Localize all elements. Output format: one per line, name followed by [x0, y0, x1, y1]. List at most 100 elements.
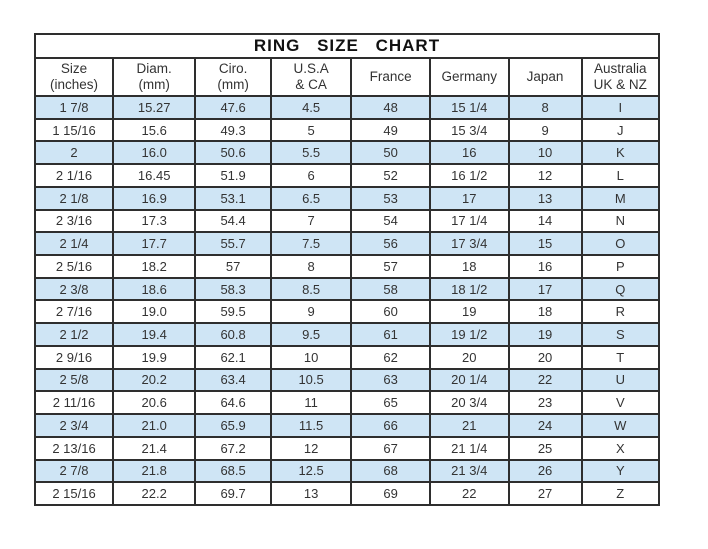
table-cell: 20 3/4	[428, 390, 510, 416]
table-cell: 17	[428, 185, 510, 211]
table-cell: 16	[428, 140, 510, 166]
table-cell: 7	[269, 208, 353, 234]
column-header-japan: Japan	[507, 57, 583, 97]
table-cell: X	[580, 435, 661, 461]
table-cell: 17.7	[111, 231, 197, 257]
table-cell: 12.5	[269, 458, 353, 484]
table-cell: 15.6	[111, 117, 197, 143]
table-cell: 67	[350, 435, 431, 461]
table-cell: 2 5/16	[34, 254, 114, 279]
table-row: 2 3/16 17.3 54.4 7 54 17 1/4 14 N	[34, 208, 661, 234]
table-cell: 52	[350, 163, 431, 188]
table-cell: 2 15/16	[34, 481, 114, 506]
table-cell: 9	[507, 117, 583, 143]
table-cell: 53.1	[194, 185, 272, 211]
table-cell: 20	[428, 344, 510, 370]
table-cell: 17 3/4	[428, 231, 510, 257]
table-row: 1 15/16 15.6 49.3 5 49 15 3/4 9 J	[34, 117, 661, 143]
table-cell: 60.8	[194, 322, 272, 347]
column-label: Ciro.	[218, 60, 248, 76]
table-cell: 58.3	[194, 276, 272, 302]
column-header-diam-mm: Diam. (mm)	[111, 57, 197, 97]
column-label: France	[369, 68, 412, 84]
table-cell: 8	[507, 95, 583, 120]
table-cell: 6	[269, 163, 353, 188]
column-header-france: France	[350, 57, 431, 97]
table-cell: 65	[350, 390, 431, 416]
column-label: Germany	[441, 68, 498, 84]
table-cell: 62.1	[194, 344, 272, 370]
column-header-usa-ca: U.S.A & CA	[269, 57, 353, 97]
table-cell: 20.6	[111, 390, 197, 416]
column-sublabel: & CA	[295, 77, 327, 92]
column-header-australia-uk-nz: Australia UK & NZ	[580, 57, 661, 97]
table-cell: 18 1/2	[428, 276, 510, 302]
table-cell: 21 3/4	[428, 458, 510, 484]
table-cell: 13	[507, 185, 583, 211]
table-cell: 68.5	[194, 458, 272, 484]
table-cell: 21.0	[111, 413, 197, 438]
table-cell: 69	[350, 481, 431, 506]
table-cell: 12	[269, 435, 353, 461]
table-row: 2 11/16 20.6 64.6 11 65 20 3/4 23 V	[34, 390, 661, 416]
table-cell: 61	[350, 322, 431, 347]
table-cell: 2 3/8	[34, 276, 114, 302]
table-cell: 2 1/8	[34, 185, 114, 211]
table-cell: 17.3	[111, 208, 197, 234]
table-cell: 2 7/8	[34, 458, 114, 484]
table-cell: 59.5	[194, 299, 272, 325]
table-cell: 57	[194, 254, 272, 279]
table-cell: 6.5	[269, 185, 353, 211]
table-row: 2 7/8 21.8 68.5 12.5 68 21 3/4 26 Y	[34, 458, 661, 484]
table-row: 1 7/8 15.27 47.6 4.5 48 15 1/4 8 I	[34, 95, 661, 120]
table-cell: 8.5	[269, 276, 353, 302]
table-cell: 58	[350, 276, 431, 302]
table-row: 2 1/8 16.9 53.1 6.5 53 17 13 M	[34, 185, 661, 211]
table-row: 2 7/16 19.0 59.5 9 60 19 18 R	[34, 299, 661, 325]
table-cell: 20 1/4	[428, 367, 510, 393]
table-cell: 19	[507, 322, 583, 347]
table-cell: 19	[428, 299, 510, 325]
table-row: 2 13/16 21.4 67.2 12 67 21 1/4 25 X	[34, 435, 661, 461]
table-cell: S	[580, 322, 661, 347]
table-row: 2 15/16 22.2 69.7 13 69 22 27 Z	[34, 481, 661, 506]
table-cell: 25	[507, 435, 583, 461]
table-cell: 17 1/4	[428, 208, 510, 234]
table-cell: 65.9	[194, 413, 272, 438]
table-cell: U	[580, 367, 661, 393]
column-sublabel: (mm)	[138, 77, 170, 92]
table-cell: 18.2	[111, 254, 197, 279]
column-label: U.S.A	[293, 60, 329, 76]
table-cell: 2 7/16	[34, 299, 114, 325]
table-cell: 69.7	[194, 481, 272, 506]
table-cell: 22	[507, 367, 583, 393]
table-cell: 8	[269, 254, 353, 279]
ring-size-chart-table: RING SIZE CHART Size (inches) Diam. (mm)…	[34, 33, 661, 506]
table-cell: 18	[507, 299, 583, 325]
column-sublabel: (mm)	[217, 77, 249, 92]
table-cell: 4.5	[269, 95, 353, 120]
table-cell: 16	[507, 254, 583, 279]
table-row: 2 3/4 21.0 65.9 11.5 66 21 24 W	[34, 413, 661, 438]
column-sublabel: UK & NZ	[593, 77, 647, 92]
table-cell: 10	[507, 140, 583, 166]
table-cell: 2 5/8	[34, 367, 114, 393]
table-row: 2 5/16 18.2 57 8 57 18 16 P	[34, 254, 661, 279]
table-cell: 5.5	[269, 140, 353, 166]
table-cell: O	[580, 231, 661, 257]
table-cell: 17	[507, 276, 583, 302]
table-cell: 2 11/16	[34, 390, 114, 416]
table-cell: M	[580, 185, 661, 211]
table-cell: 15.27	[111, 95, 197, 120]
table-cell: 22.2	[111, 481, 197, 506]
table-cell: 23	[507, 390, 583, 416]
column-label: Japan	[526, 68, 564, 84]
table-cell: 15	[507, 231, 583, 257]
table-cell: 15 3/4	[428, 117, 510, 143]
table-row: 2 1/2 19.4 60.8 9.5 61 19 1/2 19 S	[34, 322, 661, 347]
table-cell: 54.4	[194, 208, 272, 234]
table-cell: 5	[269, 117, 353, 143]
column-label: Australia	[594, 60, 647, 76]
column-header-germany: Germany	[428, 57, 510, 97]
table-cell: 16.9	[111, 185, 197, 211]
